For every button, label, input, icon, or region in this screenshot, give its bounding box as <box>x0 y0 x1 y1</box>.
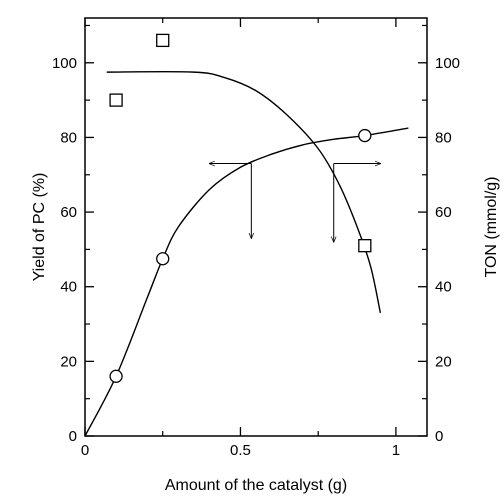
y-right-axis-ticks: 0 20 40 60 80 100 <box>418 24 460 445</box>
yield-data-point <box>109 369 123 383</box>
yield-data-point <box>358 128 372 143</box>
x-tick-label: 0.5 <box>230 442 251 459</box>
y-right-tick-label: 80 <box>435 129 452 146</box>
arrow-annotations <box>209 164 380 242</box>
y-left-tick-label: 100 <box>52 55 77 72</box>
ton-curve <box>106 71 382 313</box>
y-right-tick-label: 100 <box>435 55 460 72</box>
yield-data-point <box>156 252 170 266</box>
x-axis-title: Amount of the catalyst (g) <box>165 477 347 494</box>
y-left-axis-title: Yield of PC (%) <box>31 173 48 282</box>
ton-data-point <box>358 239 372 253</box>
ton-data-point <box>109 93 123 107</box>
yield-curve <box>84 127 409 437</box>
x-tick-label: 1 <box>392 442 400 459</box>
x-tick-label: 0 <box>81 442 89 459</box>
y-right-tick-label: 0 <box>435 428 443 445</box>
y-right-tick-label: 20 <box>435 353 452 370</box>
y-left-axis-ticks: 0 20 40 60 80 100 <box>52 24 94 445</box>
x-axis-ticks: 0 0.5 1 <box>81 18 400 459</box>
plot-frame <box>84 17 428 437</box>
ton-data-point <box>156 33 170 48</box>
data-markers <box>109 33 372 383</box>
y-right-tick-label: 40 <box>435 279 452 296</box>
y-left-tick-label: 40 <box>60 279 77 296</box>
y-left-tick-label: 60 <box>60 204 77 221</box>
y-right-axis-title: TON (mmol/g) <box>483 176 500 277</box>
fit-curves <box>84 71 409 437</box>
y-left-tick-label: 0 <box>69 428 77 445</box>
y-left-tick-label: 80 <box>60 129 77 146</box>
y-right-tick-label: 60 <box>435 204 452 221</box>
y-left-tick-label: 20 <box>60 353 77 370</box>
